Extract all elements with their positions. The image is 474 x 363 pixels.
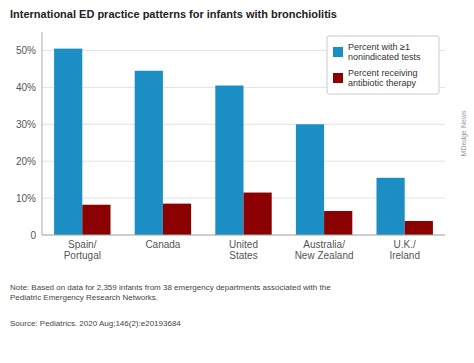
- text-line: United: [229, 239, 258, 250]
- text-line: U.K./: [394, 239, 416, 250]
- text-line: Canada: [145, 239, 180, 250]
- legend-swatch: [333, 73, 343, 83]
- bar: [296, 124, 324, 235]
- text-line: antibiotic therapy: [348, 78, 417, 88]
- text-line: Spain/: [68, 239, 97, 250]
- legend-box: [327, 36, 439, 94]
- text-line: States: [229, 250, 257, 261]
- text-line: nonindicated tests: [348, 52, 421, 62]
- bar: [376, 178, 404, 235]
- x-tick-label: UnitedStates: [229, 239, 258, 261]
- bar: [405, 221, 433, 235]
- grid: [42, 50, 445, 235]
- text-line: Percent receiving: [348, 68, 418, 78]
- text-line: Pediatric Emergency Research Networks.: [10, 293, 158, 302]
- y-axis-line: [42, 32, 43, 235]
- bars: [54, 49, 433, 235]
- text-line: Ireland: [389, 250, 420, 261]
- text-line: Note: Based on data for 2,359 infants fr…: [10, 283, 331, 292]
- note: Note: Based on data for 2,359 infants fr…: [10, 283, 331, 302]
- text-line: New Zealand: [295, 250, 354, 261]
- background: [0, 0, 474, 363]
- title: International ED practice patterns for i…: [10, 8, 337, 20]
- text-line: Percent with ≥1: [348, 42, 410, 52]
- bar: [324, 211, 352, 235]
- x-tick-label: U.K./Ireland: [389, 239, 420, 261]
- x-tick-label: Canada: [145, 239, 180, 250]
- legend-label: Percent with ≥1nonindicated tests: [348, 42, 421, 62]
- text-line: Portugal: [64, 250, 101, 261]
- bar: [244, 193, 272, 235]
- y-tick-label: 10%: [16, 193, 36, 204]
- x-tick-label: Australia/New Zealand: [295, 239, 354, 261]
- y-tick-label: 0: [30, 230, 36, 241]
- bar: [82, 205, 110, 235]
- legend-label: Percent receivingantibiotic therapy: [348, 68, 418, 88]
- watermark: MDedge News: [460, 110, 468, 156]
- bar: [54, 49, 82, 235]
- source: Source: Pediatrics. 2020 Aug;146(2):e201…: [10, 319, 181, 328]
- x-tick-label: Spain/Portugal: [64, 239, 101, 261]
- text-line: Source: Pediatrics. 2020 Aug;146(2):e201…: [10, 319, 181, 328]
- legend-swatch: [333, 47, 343, 57]
- bar: [163, 204, 191, 235]
- grid-line: [42, 235, 445, 236]
- y-tick-label: 30%: [16, 119, 36, 130]
- y-tick-label: 20%: [16, 156, 36, 167]
- legend: Percent with ≥1nonindicated testsPercent…: [327, 36, 439, 94]
- x-axis-line: [42, 235, 445, 236]
- chart: International ED practice patterns for i…: [0, 0, 474, 363]
- y-tick-label: 50%: [16, 45, 36, 56]
- y-tick-label: 40%: [16, 82, 36, 93]
- bar: [215, 86, 243, 235]
- text-line: Australia/: [303, 239, 345, 250]
- bar: [135, 71, 163, 235]
